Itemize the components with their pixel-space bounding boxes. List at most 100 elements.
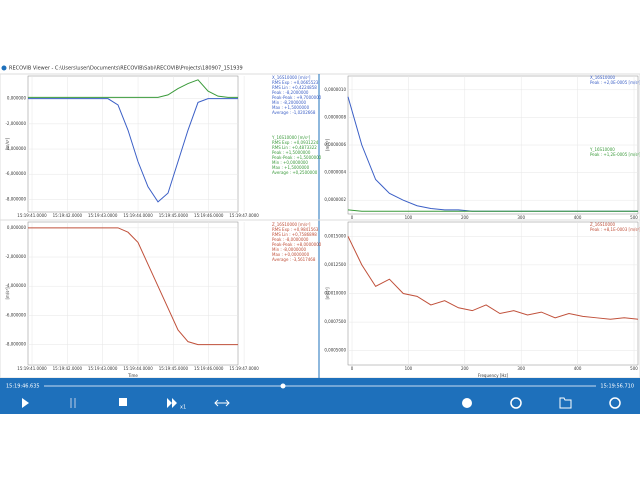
legend-line: RMS Lin : +0,4224858 [272,85,317,90]
y-tick-label: -6,000000 [5,312,26,317]
plot-area [27,221,239,366]
legend-line: Max : +1,5000000 [272,165,310,170]
y-unit: [m/s²] [325,287,330,299]
legend-line: Average : -3,5617468 [272,257,316,262]
legend-line: RMS Lin : +0,7586898 [272,232,317,237]
x-tick-label: 15:19:42.0000 [53,366,83,371]
settings-button[interactable] [462,398,472,408]
legend-line: Peak-Peak : +8,0000000 [272,242,322,247]
y-tick-label: -6,000000 [5,171,26,176]
x-tick-label: 200 [461,215,469,220]
y-tick-label: -4,000000 [5,146,26,151]
seek-thumb[interactable] [280,383,286,389]
y-tick-label: 0,0000010 [324,87,346,92]
legend-line: Z_16S10000 [m/s²] [272,222,311,227]
control-bar [0,378,640,414]
y-tick-label: 0,0000002 [324,197,346,202]
legend-line: Min : -8,0000000 [272,247,307,252]
y-tick-label: 0,0000004 [324,170,346,175]
x-tick-label: 400 [574,215,582,220]
legend-line: Peak : +1,2E-0005 [m/s²] @ 0 [Hz] [590,152,640,157]
end-time: 15:19:56.710 [600,384,634,390]
start-time: 15:19:46.635 [6,384,40,390]
x-tick-label: 15:19:47.0000 [229,213,259,218]
help-button[interactable] [609,397,621,409]
x-tick-label: 15:19:41.0000 [17,366,47,371]
x-tick-label: 15:19:41.0000 [17,213,47,218]
legend-line: Peak : +8,1E-0003 [m/s²] @ 0 [Hz] [590,227,640,232]
x-tick-label: 400 [574,366,582,371]
x-tick-label: 500 [630,366,638,371]
x-tick-label: 15:19:43.0000 [88,213,118,218]
y-unit: [m/s²] [5,287,10,299]
x-tick-label: 15:19:46.0000 [194,213,224,218]
x-tick-label: 0 [351,366,354,371]
zoom-button[interactable] [214,399,230,407]
legend-line: Peak : +1,5000000 [272,150,311,155]
x-tick-label: 15:19:42.0000 [53,213,83,218]
y-tick-label: 0,0000008 [324,114,346,119]
title-bar [0,62,640,74]
signal-trace [347,236,639,320]
x-tick-label: 15:19:46.0000 [194,366,224,371]
y-tick-label: 0,000000 [7,96,27,101]
legend-line: Y_16S10000 [m/s²] [271,135,311,140]
y-unit: [m/s²] [5,138,10,150]
x-tick-label: 15:19:45.0000 [159,213,189,218]
plot-area [27,75,239,213]
history-button[interactable] [510,397,522,409]
y-tick-label: 0,0007500 [324,319,346,324]
legend-line: X_16S10000 [m/s²] [272,75,311,80]
legend-line: RMS Exp : +0,9841563 [272,227,319,232]
legend-line: Average : +0,2500000 [272,170,318,175]
legend-line: RMS Lin : +0,4873322 [272,145,317,150]
legend-line: Min : -8,2000000 [272,100,307,105]
stop-button[interactable] [119,398,127,406]
x-tick-label: 15:19:43.0000 [88,366,118,371]
legend-line: Peak-Peak : +1,5000000 [272,155,322,160]
legend-line: RMS Exp : +0,0931224 [272,140,319,145]
x-tick-label: 500 [630,215,638,220]
y-tick-label: 0,0000006 [324,142,346,147]
legend-line: Average : -1,0202668 [272,110,316,115]
y-unit: [m/s²] [325,139,330,151]
legend-line: X_16S10000 [590,75,616,80]
play-button[interactable] [22,398,29,408]
x-tick-label: 300 [517,215,525,220]
pause-button[interactable] [70,398,76,408]
legend-line: Peak : -8,0000000 [272,237,309,242]
x-tick-label: 15:19:44.0000 [123,366,153,371]
x-tick-label: 15:19:44.0000 [123,213,153,218]
x-tick-label: 100 [405,366,413,371]
signal-trace [347,209,638,212]
signal-trace [28,98,238,203]
window-title: RECOVIB Viewer - C:\Users\user\Documents… [9,66,243,72]
y-tick-label: 0,0005000 [324,348,346,353]
y-tick-label: -8,000000 [5,342,26,347]
x-tick-label: 100 [405,215,413,220]
fast-forward-button[interactable] [167,398,177,408]
signal-trace [28,79,238,98]
x-tick-label: 15:19:45.0000 [159,366,189,371]
legend-line: Peak-Peak : +9,7000000 [272,95,322,100]
y-tick-label: 0,0010000 [324,291,346,296]
x-tick-label: 300 [517,366,525,371]
legend-line: RMS Exp : +0,0665523 [272,80,319,85]
y-tick-label: 0,0012500 [324,262,346,267]
legend-line: Peak : -8,2000000 [272,90,309,95]
x-tick-label: 200 [461,366,469,371]
y-tick-label: -2,000000 [5,121,26,126]
y-tick-label: -8,000000 [5,196,26,201]
app-icon [1,65,7,71]
speed: x1 [180,405,186,411]
legend-line: Y_16S10000 [589,147,615,152]
legend-line: Peak : +2,0E-0005 [m/s²] @ 0 [Hz] [590,80,640,85]
y-tick-label: -2,000000 [5,254,26,259]
legend-line: Max : +0,0000000 [272,252,310,257]
x-tick-label: 15:19:47.0000 [229,366,259,371]
legend-line: Min : +0,0000000 [272,160,308,165]
x-tick-label: 0 [351,215,354,220]
open-button[interactable] [559,397,572,409]
